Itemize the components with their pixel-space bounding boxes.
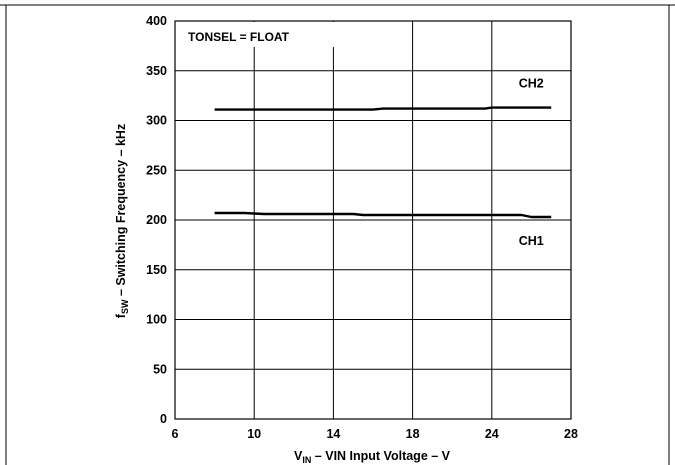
y-axis-label: fSW – Switching Frequency – kHz — [114, 124, 130, 318]
series-label-ch2: CH2 — [519, 77, 544, 91]
series-labels: CH2 CH1 — [519, 77, 544, 248]
y-tick-label: 200 — [146, 213, 167, 227]
series-lines — [214, 106, 552, 219]
x-tick-label: 14 — [326, 427, 340, 441]
y-tick-label: 150 — [146, 263, 167, 277]
y-tick-label: 0 — [160, 412, 167, 426]
plot-area — [174, 20, 572, 420]
annotation-text: TONSEL = FLOAT — [188, 30, 290, 44]
y-tick-label: 50 — [153, 362, 167, 376]
series-line-ch1 — [214, 211, 552, 219]
x-tick-labels: 6 10 14 18 24 28 — [172, 427, 578, 441]
grid-lines — [175, 21, 571, 419]
x-tick-label: 6 — [172, 427, 179, 441]
y-tick-label: 350 — [146, 64, 167, 78]
y-tick-label: 100 — [146, 313, 167, 327]
y-tick-labels: 0 50 100 150 200 250 300 350 400 — [146, 14, 167, 426]
annotation-box — [181, 22, 337, 47]
x-tick-label: 24 — [485, 427, 499, 441]
x-axis-label: VIN – VIN Input Voltage – V — [294, 449, 451, 465]
series-line-ch2 — [214, 106, 552, 111]
x-tick-label: 28 — [564, 427, 578, 441]
y-tick-label: 400 — [146, 14, 167, 28]
series-label-ch1: CH1 — [519, 234, 544, 248]
x-tick-label: 18 — [406, 427, 420, 441]
y-tick-label: 250 — [146, 163, 167, 177]
x-tick-label: 10 — [247, 427, 261, 441]
y-tick-label: 300 — [146, 114, 167, 128]
